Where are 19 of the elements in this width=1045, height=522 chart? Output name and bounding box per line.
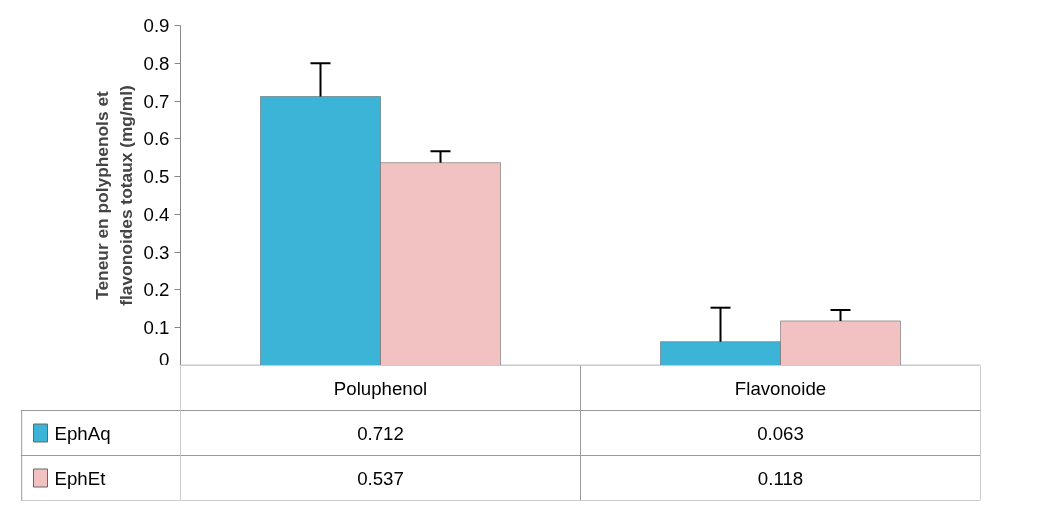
data-label: 0.118 (757, 467, 804, 489)
data-label: 0.537 (357, 467, 404, 489)
y-tick-label: 0.3 (143, 241, 170, 263)
y-tick-label: 0.1 (143, 317, 170, 339)
y-tick-label: 0.9 (143, 15, 170, 36)
y-tick-label: 0.7 (143, 90, 170, 112)
y-axis-title: Teneur en polyphenols et flavonoides totaux (mg/ml) (91, 85, 136, 306)
y-tick-label: 0.4 (143, 203, 170, 225)
legend-label: EphAq (54, 422, 111, 444)
data-label: 0.063 (757, 422, 804, 444)
y-tick-label: 0.6 (143, 128, 170, 150)
data-label: 0.712 (357, 422, 404, 444)
y-tick-label: 0 (159, 348, 170, 370)
y-tick-label: 0.5 (143, 166, 170, 188)
x-tick-label: Poluphenol (333, 377, 428, 399)
y-tick-label: 0.2 (143, 279, 170, 301)
x-tick-label: Flavonoide (734, 377, 827, 399)
y-tick-label: 0.8 (143, 52, 170, 74)
legend-label: EphEt (54, 467, 107, 489)
